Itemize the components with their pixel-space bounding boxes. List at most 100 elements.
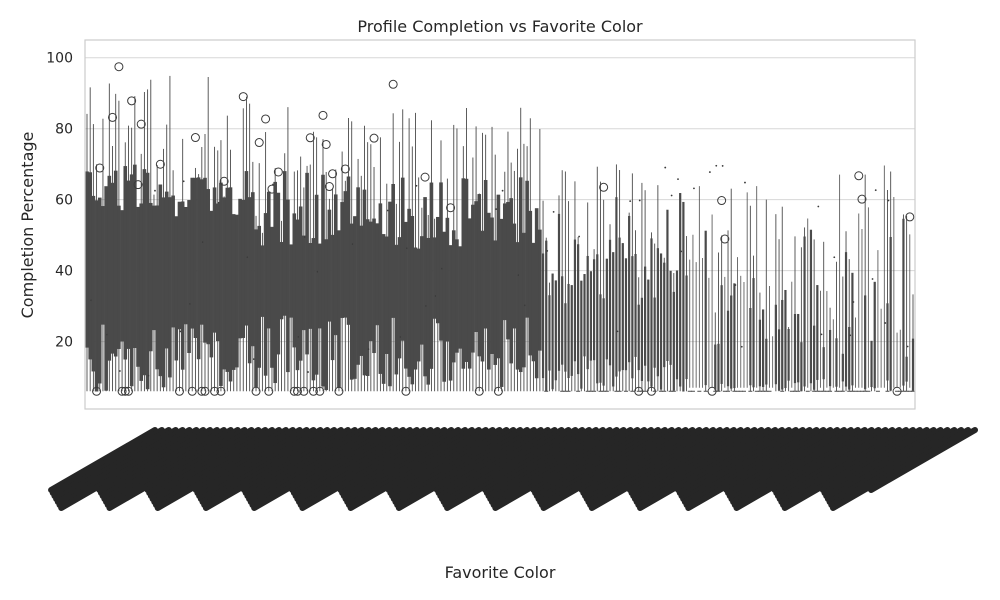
- outlier-point: [190, 133, 200, 143]
- box: [263, 213, 268, 376]
- box: [391, 183, 395, 318]
- plot-area: [85, 62, 915, 396]
- y-tick-label: 60: [55, 193, 73, 209]
- x-tick-label-band: [390, 427, 517, 502]
- x-tick-label-band: [337, 427, 448, 493]
- box: [174, 216, 179, 361]
- outlier-dot: [546, 250, 549, 252]
- box: [672, 291, 675, 391]
- x-tick-label-band: [678, 427, 799, 499]
- box: [439, 182, 443, 341]
- x-tick-label-band: [537, 427, 668, 505]
- outlier-point: [108, 112, 118, 122]
- box: [733, 283, 736, 389]
- outlier-dot: [182, 180, 185, 183]
- outlier-dot: [887, 199, 890, 202]
- box: [813, 325, 816, 390]
- outlier-dot: [664, 166, 667, 169]
- x-tick-label-band: [241, 427, 351, 493]
- box: [793, 313, 797, 384]
- box: [416, 248, 421, 362]
- box: [343, 191, 348, 318]
- box: [91, 195, 96, 372]
- box: [136, 206, 140, 367]
- box: [126, 180, 131, 349]
- box: [289, 244, 293, 318]
- x-tick-label-band: [731, 427, 868, 508]
- x-tick-label-band: [103, 427, 234, 505]
- x-tick-label-band: [444, 427, 586, 511]
- box: [340, 202, 344, 318]
- box: [496, 194, 501, 359]
- outlier-dot: [154, 189, 156, 192]
- box: [570, 285, 573, 376]
- box: [518, 177, 523, 373]
- box: [324, 239, 328, 391]
- outlier-point: [155, 159, 165, 169]
- box: [464, 178, 469, 362]
- box: [442, 231, 446, 382]
- x-tick-label-band: [532, 427, 648, 496]
- box: [161, 197, 166, 388]
- box: [117, 205, 121, 349]
- outlier-point: [120, 386, 130, 396]
- outlier-dot: [833, 256, 836, 259]
- x-tick-label-band: [530, 427, 641, 493]
- outlier-dot: [849, 334, 852, 337]
- outlier-point: [292, 386, 302, 396]
- x-tick-label-band: [487, 427, 613, 502]
- box: [276, 192, 281, 355]
- outlier-point: [95, 163, 105, 173]
- x-tick-label-band: [345, 427, 482, 508]
- box: [413, 247, 418, 370]
- box: [525, 180, 529, 318]
- box: [886, 303, 889, 381]
- outlier-point: [321, 139, 331, 149]
- box: [388, 201, 392, 387]
- x-tick-label-band: [631, 427, 758, 502]
- box: [502, 203, 507, 321]
- box: [644, 266, 647, 366]
- x-tick-label-band: [48, 427, 158, 493]
- box: [270, 226, 274, 368]
- x-tick-label-band: [780, 427, 916, 508]
- box: [247, 197, 252, 364]
- box: [647, 279, 650, 382]
- box: [809, 229, 813, 384]
- x-tick-label-band: [54, 427, 186, 505]
- box: [458, 246, 462, 349]
- x-tick-label-band: [247, 427, 379, 505]
- x-tick-label-band: [868, 427, 978, 493]
- x-tick-label-band: [778, 427, 910, 505]
- box: [384, 236, 389, 354]
- box: [851, 272, 854, 386]
- box: [902, 218, 905, 386]
- outlier-dot: [820, 333, 823, 336]
- x-tick-label-band: [533, 427, 655, 499]
- box: [451, 230, 456, 363]
- box: [800, 342, 803, 392]
- outlier-dot: [415, 184, 418, 187]
- x-tick-label-band: [437, 427, 558, 499]
- outlier-point: [493, 386, 503, 396]
- outlier-point: [127, 96, 137, 106]
- box: [784, 289, 787, 389]
- box: [797, 313, 800, 383]
- box: [730, 295, 733, 389]
- box: [483, 180, 488, 329]
- outlier-dot: [118, 370, 121, 372]
- box: [599, 294, 602, 383]
- box: [474, 201, 478, 333]
- box: [251, 192, 255, 347]
- box: [420, 236, 424, 345]
- box: [273, 181, 277, 384]
- x-tick-label-band: [776, 427, 903, 502]
- box: [129, 174, 134, 387]
- box: [534, 208, 539, 379]
- x-tick-label-band: [385, 427, 496, 493]
- box: [557, 213, 561, 371]
- x-tick-label-band: [394, 427, 531, 508]
- box: [410, 215, 415, 385]
- y-axis-label: Completion Percentage: [18, 132, 37, 319]
